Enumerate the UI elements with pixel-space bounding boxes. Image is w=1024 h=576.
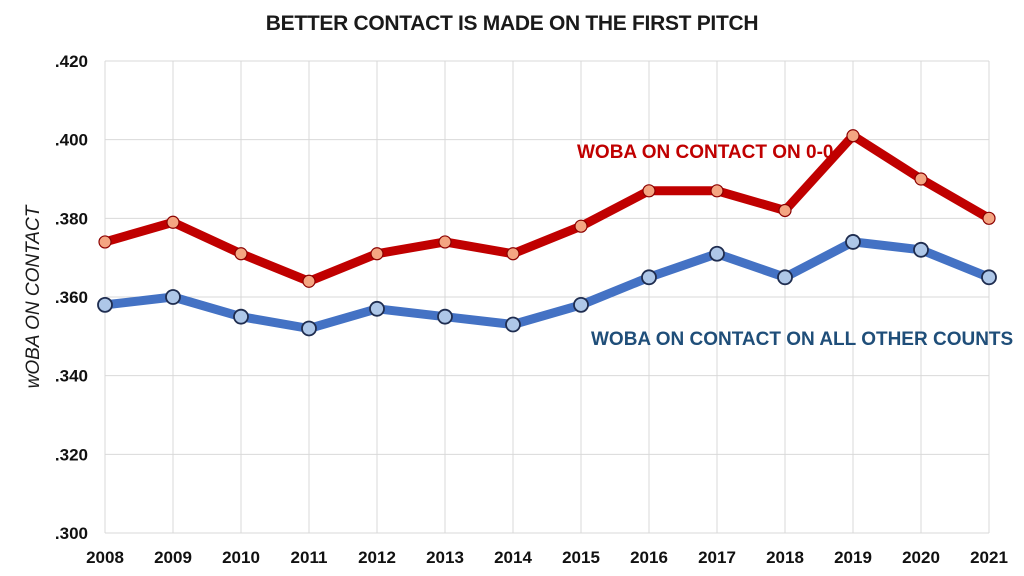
data-point bbox=[165, 289, 181, 305]
data-point bbox=[913, 241, 929, 258]
data-point bbox=[302, 274, 316, 288]
y-tick-label: .400 bbox=[55, 131, 88, 150]
data-point bbox=[846, 129, 860, 143]
x-tick-label: 2017 bbox=[698, 548, 736, 567]
x-tick-label: 2016 bbox=[630, 548, 668, 567]
x-tick-label: 2011 bbox=[291, 548, 328, 567]
data-point bbox=[166, 215, 180, 229]
x-tick-label: 2015 bbox=[562, 548, 600, 567]
data-point bbox=[506, 247, 520, 261]
data-point bbox=[234, 247, 248, 261]
data-point bbox=[370, 247, 384, 261]
data-point bbox=[573, 296, 589, 313]
data-point bbox=[777, 269, 793, 286]
x-tick-label: 2009 bbox=[154, 548, 192, 567]
data-point bbox=[641, 269, 657, 286]
series-layer bbox=[97, 129, 997, 337]
data-point bbox=[914, 172, 928, 186]
data-point bbox=[710, 184, 724, 198]
data-point bbox=[438, 235, 452, 249]
y-tick-label: .300 bbox=[55, 524, 88, 543]
x-tick-label: 2008 bbox=[86, 548, 124, 567]
data-point bbox=[301, 320, 317, 337]
data-point bbox=[709, 245, 725, 262]
x-tick-label: 2014 bbox=[494, 548, 532, 567]
data-point bbox=[233, 308, 249, 325]
series-labels: WOBA ON CONTACT ON 0-0 WOBA ON CONTACT O… bbox=[577, 142, 1013, 350]
y-tick-label: .320 bbox=[55, 445, 88, 464]
data-point bbox=[642, 184, 656, 198]
data-point bbox=[574, 219, 588, 233]
x-tick-label: 2018 bbox=[766, 548, 804, 567]
chart-title: BETTER CONTACT IS MADE ON THE FIRST PITC… bbox=[265, 12, 759, 35]
x-tick-label: 2013 bbox=[426, 548, 464, 567]
x-tick-label: 2021 bbox=[970, 548, 1008, 567]
data-point bbox=[981, 269, 997, 286]
y-tick-label: .420 bbox=[55, 52, 88, 71]
series-line-0 bbox=[100, 131, 994, 286]
data-point bbox=[97, 296, 113, 313]
series-label-other-counts: WOBA ON CONTACT ON ALL OTHER COUNTS bbox=[591, 329, 1013, 350]
data-point bbox=[505, 316, 521, 333]
x-tick-label: 2010 bbox=[222, 548, 260, 567]
data-point bbox=[778, 203, 792, 218]
data-point bbox=[845, 234, 861, 250]
series-label-first-pitch: WOBA ON CONTACT ON 0-0 bbox=[577, 142, 834, 163]
data-point bbox=[437, 308, 453, 325]
data-point bbox=[369, 300, 385, 317]
y-tick-label: .340 bbox=[55, 367, 88, 386]
axis-ticks: .300 .320 .340 .360 .380 .400 .420 2008 2009 2010… bbox=[55, 52, 1008, 567]
y-tick-label: .360 bbox=[55, 288, 88, 307]
x-tick-label: 2019 bbox=[834, 548, 872, 567]
x-tick-label: 2012 bbox=[358, 548, 396, 567]
data-point bbox=[982, 211, 996, 225]
data-point bbox=[98, 235, 112, 249]
series-line-1 bbox=[100, 237, 994, 333]
x-tick-label: 2020 bbox=[902, 548, 940, 567]
y-axis-title: wOBA ON CONTACT bbox=[23, 204, 44, 388]
y-tick-label: .380 bbox=[55, 209, 88, 228]
